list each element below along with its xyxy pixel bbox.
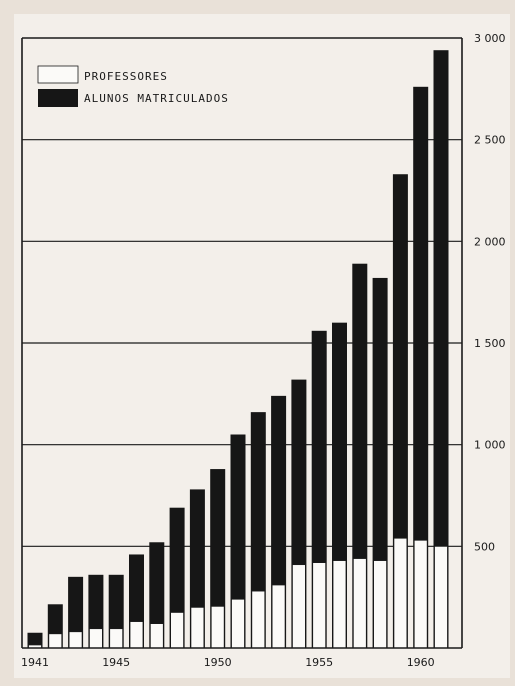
bar-alunos-matriculados-1950: [210, 469, 226, 648]
y-tick-label: 1 500: [474, 337, 506, 350]
bar-professores-1961: [434, 545, 448, 649]
legend-swatch-alunos-matriculados: [38, 89, 78, 107]
bar-professores-1949: [190, 606, 205, 649]
y-tick-label: 3 000: [474, 32, 506, 45]
x-tick-label-1960: 1960: [407, 656, 435, 669]
bar-professores-1953: [271, 584, 286, 649]
bar-professores-1946: [129, 621, 144, 649]
bar-professores-1958: [373, 560, 388, 649]
bar-alunos-matriculados-1943: [68, 576, 84, 648]
y-axis-ticks: 500 1 000 1 500 2 000 2 500 3 000: [474, 32, 506, 553]
legend-label-alunos-matriculados: ALUNOS MATRICULADOS: [84, 92, 229, 105]
x-tick-label-1941: 1941: [21, 656, 49, 669]
y-tick-label: 2 500: [474, 134, 506, 147]
bar-alunos-matriculados-1951: [230, 434, 246, 648]
y-tick-label: 2 000: [474, 235, 506, 248]
bar-professores-1956: [332, 560, 347, 649]
bar-professores-1954: [291, 564, 306, 649]
bar-alunos-matriculados-1941: [27, 632, 43, 648]
bar-professores-1952: [251, 590, 266, 649]
bar-professores-1959: [393, 537, 408, 649]
bar-professores-1948: [170, 612, 185, 649]
bar-professores-1947: [149, 623, 164, 649]
bar-professores-1944: [89, 628, 103, 649]
bar-alunos-matriculados-1958: [372, 277, 388, 648]
bar-alunos-matriculados-1957: [352, 263, 368, 648]
legend-swatch-professores: [37, 65, 79, 84]
bar-professores-1943: [68, 631, 83, 649]
bar-professores-1960: [413, 539, 428, 649]
x-tick-label-1950: 1950: [204, 656, 232, 669]
bar-alunos-matriculados-1947: [149, 542, 165, 648]
bar-professores-1950: [210, 605, 225, 649]
bars: [27, 50, 449, 649]
bar-alunos-matriculados-1952: [250, 412, 266, 648]
bar-professores-1957: [352, 558, 367, 649]
x-axis-ticks: 1941 1945 1950 1955 1960: [21, 656, 435, 669]
bar-alunos-matriculados-1959: [392, 174, 408, 648]
bar-professores-1951: [231, 598, 245, 649]
y-tick-label: 500: [474, 540, 495, 553]
x-tick-label-1955: 1955: [305, 656, 333, 669]
legend-label-professores: PROFESSORES: [84, 70, 168, 83]
legend: PROFESSORES ALUNOS MATRICULADOS: [37, 65, 229, 107]
bar-alunos-matriculados-1961: [433, 50, 449, 648]
bar-professores-1945: [109, 628, 124, 649]
bar-professores-1942: [48, 633, 63, 649]
y-tick-label: 1 000: [474, 439, 506, 452]
bar-alunos-matriculados-1960: [413, 86, 429, 649]
bar-professores-1955: [312, 562, 327, 649]
x-tick-label-1945: 1945: [102, 656, 130, 669]
